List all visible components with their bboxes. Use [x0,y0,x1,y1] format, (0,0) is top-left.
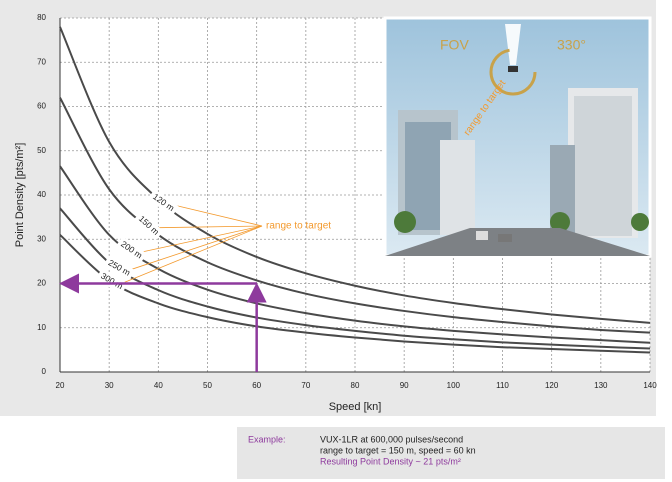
x-tick-label: 30 [105,381,114,390]
x-tick-label: 80 [351,381,360,390]
x-tick-label: 70 [301,381,310,390]
series-label-bg [115,236,148,264]
annotation-leader [121,225,263,284]
x-tick-label: 120 [545,381,559,390]
line-series [59,234,651,354]
example-line: range to target = 150 m, speed = 60 kn [320,445,476,455]
series-label-bg [95,268,128,295]
line-series [59,26,651,324]
series-label-bg [133,211,164,241]
y-tick-label: 40 [37,190,46,199]
example-label: Example: [248,434,286,444]
inset-angle-label: 330° [557,37,586,53]
annotation-leader [158,225,263,229]
line-series [59,207,651,350]
x-tick-label: 100 [447,381,461,390]
x-tick-label: 90 [400,381,409,390]
example-result: Resulting Point Density ~ 21 pts/m² [320,456,461,466]
y-axis-label: Point Density [pts/m²] [14,143,26,248]
x-tick-label: 50 [203,381,212,390]
example-box [237,427,665,479]
annotation-leader [141,225,263,253]
x-axis-label: Speed [kn] [329,401,382,413]
x-tick-label: 60 [252,381,261,390]
line-series [59,165,651,344]
y-tick-label: 0 [42,367,47,376]
x-tick-label: 140 [643,381,657,390]
x-tick-label: 20 [56,381,65,390]
y-tick-label: 30 [37,234,46,243]
y-tick-label: 80 [37,13,46,22]
y-tick-label: 50 [37,146,46,155]
y-tick-label: 10 [37,323,46,332]
series-label-bg [102,255,136,281]
y-tick-label: 70 [37,57,46,66]
series-label-bg [147,189,179,217]
x-tick-label: 130 [594,381,608,390]
annotation-leader [128,225,263,271]
y-tick-label: 20 [37,279,46,288]
inset-fov-label: FOV [440,37,469,53]
annotation: range to target [266,221,331,232]
x-tick-label: 110 [496,381,509,390]
inset-photo: FOV 330° range to target [383,16,652,258]
example-line: VUX-1LR at 600,000 pulses/second [320,434,463,444]
annotation-leader [173,204,263,227]
y-tick-label: 60 [37,102,46,111]
x-tick-label: 40 [154,381,163,390]
